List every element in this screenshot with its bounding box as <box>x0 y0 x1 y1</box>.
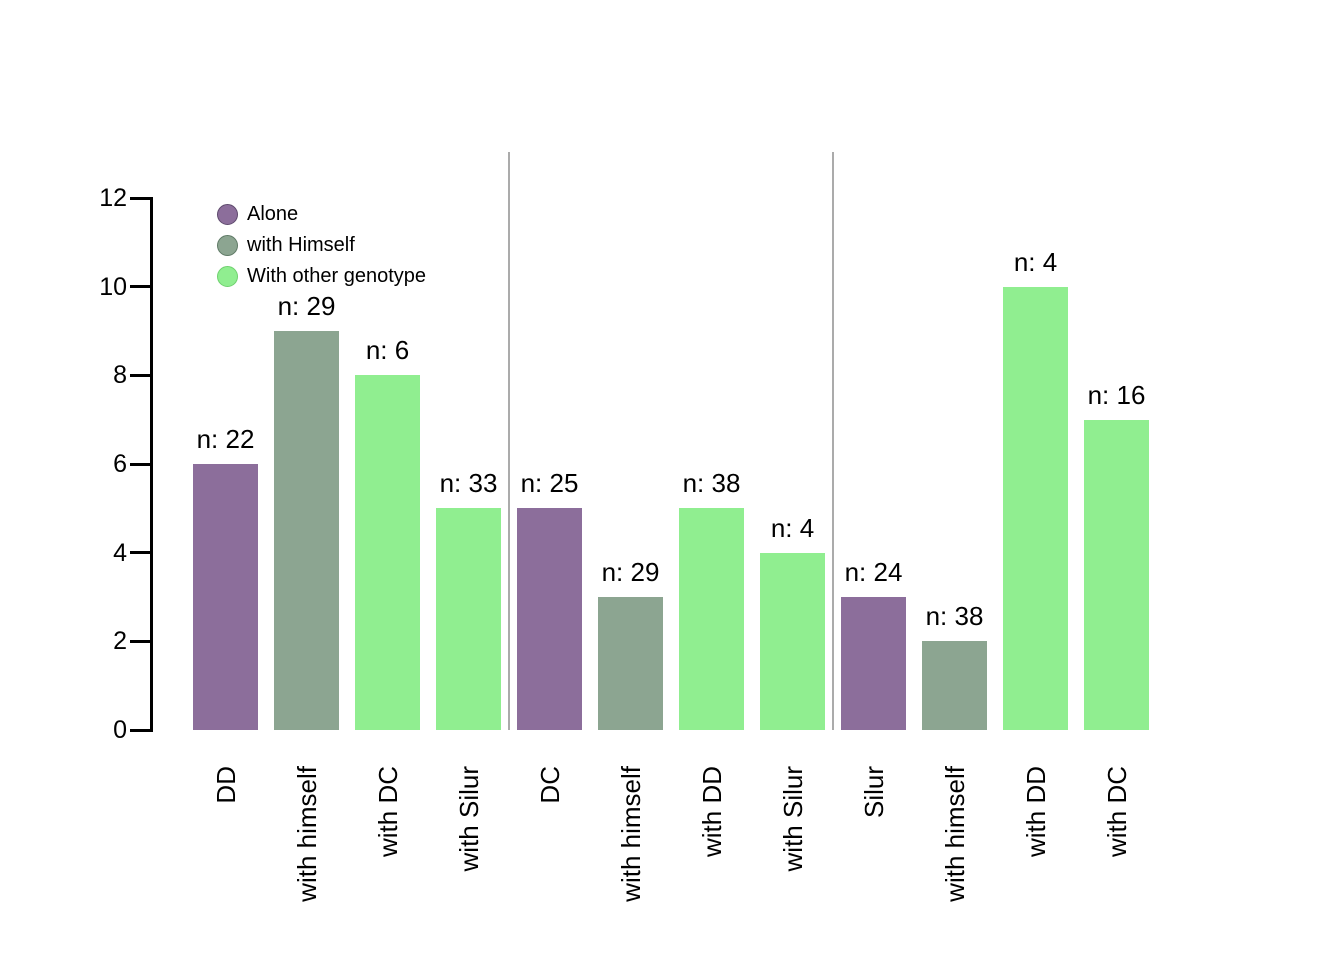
group-separator <box>508 152 510 730</box>
bar <box>1084 419 1149 730</box>
y-axis-tick-label: 4 <box>113 538 127 567</box>
bar <box>760 552 825 730</box>
y-axis-tick <box>130 728 150 732</box>
bar <box>355 375 420 730</box>
bar <box>436 508 501 730</box>
x-axis-label: DC <box>534 766 565 804</box>
legend-swatch-circle-icon <box>217 235 238 256</box>
y-axis-tick <box>130 373 150 377</box>
bar-value-label: n: 38 <box>925 601 984 632</box>
bar-value-label: n: 25 <box>520 468 579 499</box>
y-axis-tick-label: 2 <box>113 627 127 656</box>
legend-label: with Himself <box>247 234 355 256</box>
x-axis-label: with DC <box>372 766 403 858</box>
legend-label: Alone <box>247 203 299 225</box>
bar-value-label: n: 33 <box>439 468 498 499</box>
x-axis-label: with Silur <box>453 766 484 872</box>
group-separator <box>832 152 834 730</box>
bar-value-label: n: 16 <box>1087 379 1146 410</box>
bar-value-label: n: 6 <box>365 335 410 366</box>
bar <box>1003 286 1068 730</box>
y-axis-tick-label: 10 <box>99 272 127 301</box>
x-axis-label: with himself <box>291 766 322 902</box>
x-axis-label: Silur <box>858 766 889 819</box>
y-axis-tick <box>130 551 150 555</box>
y-axis-tick-label: 0 <box>113 716 127 744</box>
bar <box>679 508 744 730</box>
y-axis-line <box>150 197 153 732</box>
y-axis-tick <box>130 462 150 466</box>
bar-value-label: n: 29 <box>277 291 336 321</box>
bar <box>922 641 987 730</box>
y-axis-tick <box>130 639 150 643</box>
bar-value-label: n: 22 <box>196 424 255 454</box>
y-axis-tick-label: 8 <box>113 361 127 390</box>
legend-label: With other genotype <box>247 265 426 287</box>
y-axis-tick-label: 6 <box>113 450 127 478</box>
x-axis-label: with DD <box>1020 766 1051 858</box>
legend-item: with Himself <box>217 230 355 261</box>
x-axis-label: DD <box>210 766 241 804</box>
bar-value-label: n: 24 <box>844 557 903 587</box>
x-axis-label: with himself <box>939 766 970 902</box>
bar-value-label: n: 38 <box>682 468 741 499</box>
legend-item: Alone <box>217 199 298 230</box>
y-axis-tick <box>130 285 150 289</box>
legend-swatch-circle-icon <box>217 204 238 225</box>
x-axis-label: with DC <box>1101 766 1132 858</box>
y-axis-tick <box>130 196 150 200</box>
x-axis-label: with DD <box>696 766 727 858</box>
bar <box>517 508 582 730</box>
bar-value-label: n: 29 <box>601 557 660 587</box>
bar-value-label: n: 4 <box>770 512 815 543</box>
bar <box>598 597 663 730</box>
bar <box>274 331 339 730</box>
legend-swatch-circle-icon <box>217 266 238 287</box>
bar <box>193 464 258 730</box>
legend-item: With other genotype <box>217 261 426 292</box>
x-axis-label: with Silur <box>777 766 808 872</box>
bar-value-label: n: 4 <box>1013 246 1058 277</box>
x-axis-label: with himself <box>615 766 646 902</box>
y-axis-tick-label: 12 <box>99 184 127 212</box>
bar <box>841 597 906 730</box>
